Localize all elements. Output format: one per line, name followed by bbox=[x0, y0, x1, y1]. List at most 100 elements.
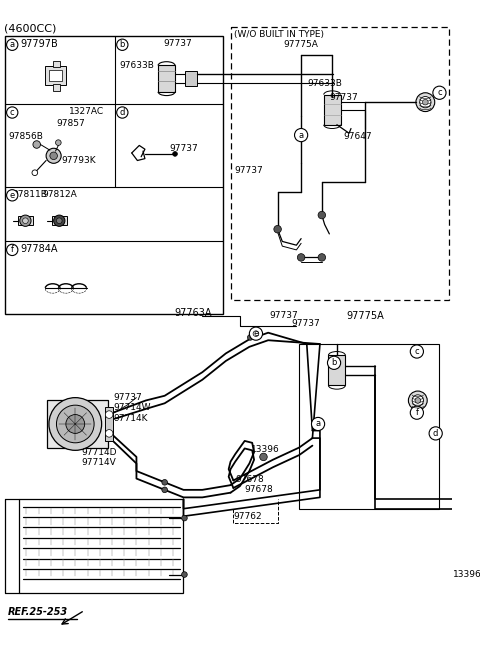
Bar bbox=[185, 71, 197, 86]
Circle shape bbox=[32, 170, 37, 176]
Bar bbox=[5, 36, 223, 314]
Text: c: c bbox=[415, 347, 419, 356]
Text: 97784A: 97784A bbox=[21, 244, 58, 255]
Circle shape bbox=[181, 515, 187, 521]
Circle shape bbox=[54, 215, 65, 226]
Circle shape bbox=[181, 572, 187, 577]
Bar bbox=[158, 66, 175, 92]
Text: a: a bbox=[10, 40, 15, 49]
Text: 1327AC: 1327AC bbox=[69, 107, 104, 116]
Circle shape bbox=[410, 406, 423, 419]
Bar bbox=[324, 94, 341, 125]
Text: b: b bbox=[331, 358, 337, 367]
Text: 97737: 97737 bbox=[234, 166, 263, 175]
Bar bbox=[49, 70, 62, 81]
Circle shape bbox=[56, 140, 61, 146]
Circle shape bbox=[49, 398, 102, 450]
Circle shape bbox=[415, 398, 420, 403]
Circle shape bbox=[173, 152, 178, 156]
Text: 97737: 97737 bbox=[169, 144, 198, 153]
Circle shape bbox=[253, 331, 259, 337]
Circle shape bbox=[456, 579, 463, 586]
Text: 97793K: 97793K bbox=[61, 155, 96, 165]
Circle shape bbox=[23, 218, 28, 224]
Circle shape bbox=[33, 141, 40, 148]
Text: 97678: 97678 bbox=[245, 485, 274, 494]
Text: 97856B: 97856B bbox=[9, 133, 43, 141]
Circle shape bbox=[50, 152, 58, 159]
Text: 97714V: 97714V bbox=[82, 458, 117, 467]
Text: 97737: 97737 bbox=[329, 92, 358, 102]
Text: 97678: 97678 bbox=[235, 475, 264, 483]
Circle shape bbox=[162, 480, 168, 485]
Circle shape bbox=[420, 96, 431, 108]
Circle shape bbox=[20, 215, 31, 226]
Text: 97763A: 97763A bbox=[174, 308, 212, 318]
Text: 97633B: 97633B bbox=[308, 79, 343, 88]
Bar bbox=[299, 344, 439, 508]
Text: 97812A: 97812A bbox=[42, 190, 77, 199]
Circle shape bbox=[416, 92, 435, 112]
Text: a: a bbox=[299, 131, 304, 140]
Circle shape bbox=[410, 345, 423, 358]
Circle shape bbox=[162, 487, 168, 493]
Text: e: e bbox=[253, 329, 259, 338]
Circle shape bbox=[117, 107, 128, 118]
Circle shape bbox=[46, 148, 61, 163]
Circle shape bbox=[327, 356, 341, 369]
Bar bbox=[52, 216, 67, 226]
Circle shape bbox=[408, 391, 427, 410]
Text: b: b bbox=[120, 40, 125, 49]
Circle shape bbox=[274, 226, 281, 233]
Text: 97737: 97737 bbox=[269, 311, 298, 320]
Text: 97737: 97737 bbox=[164, 39, 192, 48]
Circle shape bbox=[429, 427, 442, 440]
Circle shape bbox=[106, 411, 113, 419]
Bar bbox=[106, 407, 113, 441]
Text: c: c bbox=[437, 89, 442, 97]
Circle shape bbox=[57, 218, 62, 224]
Text: 97737: 97737 bbox=[292, 319, 321, 327]
Text: 13396: 13396 bbox=[453, 570, 480, 579]
Text: 97737: 97737 bbox=[113, 393, 142, 402]
Text: (W/O BUILT IN TYPE): (W/O BUILT IN TYPE) bbox=[234, 30, 324, 39]
Text: 97714K: 97714K bbox=[113, 414, 147, 422]
Bar bbox=[53, 84, 60, 91]
Circle shape bbox=[7, 190, 18, 201]
Bar bbox=[18, 216, 33, 226]
Text: 97775A: 97775A bbox=[284, 40, 319, 49]
Bar bbox=[19, 499, 183, 594]
Circle shape bbox=[57, 405, 94, 443]
Bar bbox=[230, 27, 449, 300]
Circle shape bbox=[260, 453, 267, 461]
Circle shape bbox=[422, 99, 428, 105]
Text: f: f bbox=[11, 245, 14, 255]
Circle shape bbox=[7, 39, 18, 51]
Circle shape bbox=[66, 415, 84, 434]
Text: 97857: 97857 bbox=[57, 119, 85, 128]
Circle shape bbox=[106, 430, 113, 437]
Text: f: f bbox=[415, 408, 419, 417]
Circle shape bbox=[7, 107, 18, 118]
Text: 97797B: 97797B bbox=[21, 39, 59, 49]
Bar bbox=[53, 61, 60, 68]
Circle shape bbox=[412, 395, 423, 406]
Circle shape bbox=[7, 244, 18, 256]
Text: e: e bbox=[10, 191, 15, 200]
Text: 97811B: 97811B bbox=[12, 190, 47, 199]
Text: 97633B: 97633B bbox=[120, 61, 155, 70]
Text: 97775A: 97775A bbox=[346, 311, 384, 321]
Text: a: a bbox=[315, 419, 321, 428]
Circle shape bbox=[295, 129, 308, 142]
Text: 97714W: 97714W bbox=[113, 403, 150, 412]
Text: 13396: 13396 bbox=[251, 445, 280, 454]
Text: 97714D: 97714D bbox=[82, 447, 118, 457]
Circle shape bbox=[297, 254, 305, 261]
Bar bbox=[45, 66, 66, 85]
Bar bbox=[47, 400, 108, 447]
Text: 97762: 97762 bbox=[233, 512, 262, 522]
Text: d: d bbox=[120, 108, 125, 117]
Circle shape bbox=[312, 417, 324, 430]
Text: c: c bbox=[10, 108, 14, 117]
Text: REF.25-253: REF.25-253 bbox=[8, 607, 68, 617]
